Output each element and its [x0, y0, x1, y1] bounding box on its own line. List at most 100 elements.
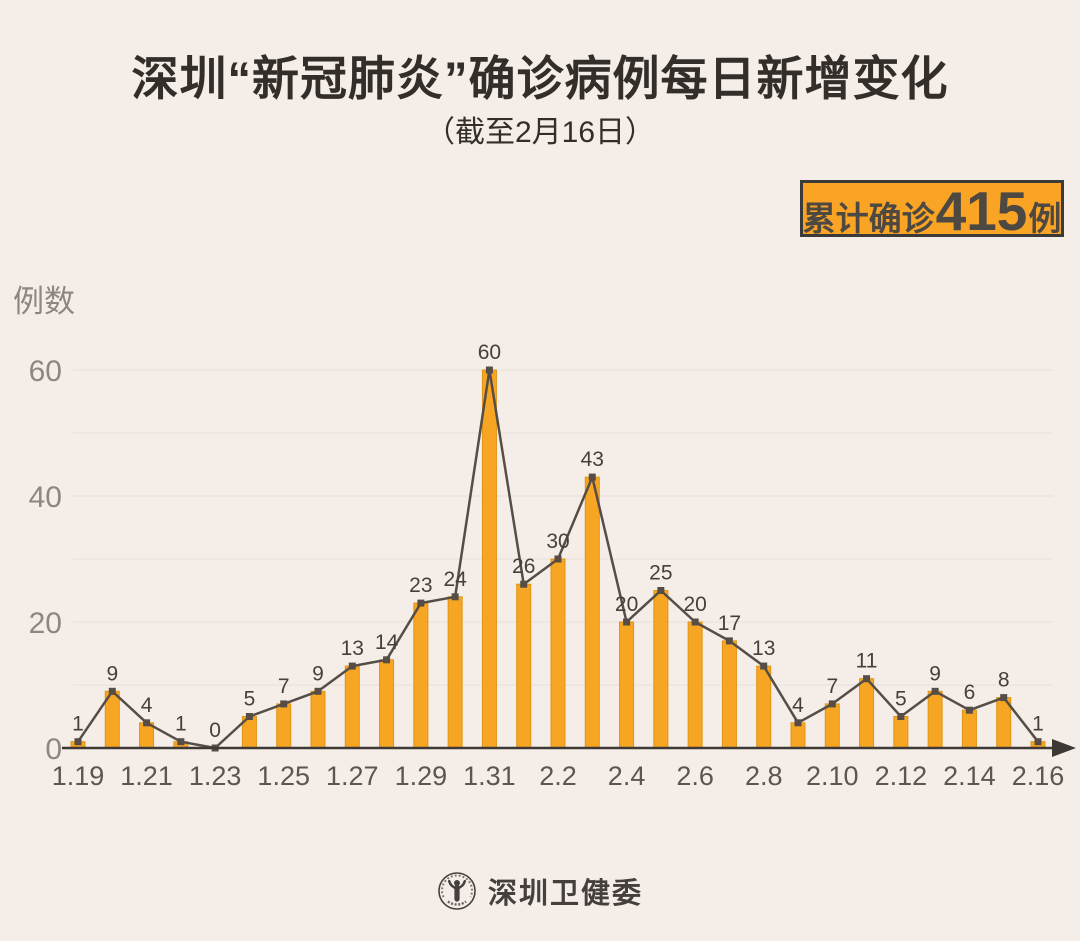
- value-label: 5: [895, 688, 907, 711]
- x-tick-label: 1.25: [257, 761, 310, 791]
- data-point-marker: [1000, 694, 1008, 702]
- bar: [687, 621, 703, 749]
- x-tick-label: 2.8: [745, 761, 783, 791]
- y-tick-label: 0: [45, 733, 62, 766]
- bar: [756, 665, 772, 749]
- value-label: 7: [826, 675, 838, 698]
- badge-total-number: 415: [935, 180, 1028, 242]
- bar: [653, 590, 669, 749]
- data-point-marker: [588, 473, 596, 481]
- footer: 深圳卫健委: [0, 870, 1080, 912]
- bar: [310, 690, 326, 749]
- x-tick-label: 1.27: [326, 761, 379, 791]
- x-tick-label: 2.16: [1012, 761, 1065, 791]
- value-label: 5: [244, 688, 256, 711]
- bar: [721, 640, 737, 749]
- x-tick-label: 1.21: [120, 761, 173, 791]
- value-label: 20: [683, 593, 706, 616]
- data-point-marker: [725, 637, 733, 645]
- value-label: 20: [615, 593, 638, 616]
- page-subtitle: （截至2月16日）: [424, 116, 656, 149]
- data-point-marker: [383, 656, 391, 664]
- data-point-marker: [280, 700, 288, 708]
- data-point-marker: [314, 687, 322, 695]
- bar: [550, 558, 566, 749]
- bar: [893, 716, 909, 749]
- bar: [379, 659, 395, 749]
- footer-org-name: 深圳卫健委: [487, 878, 643, 910]
- x-tick-label: 2.12: [875, 761, 928, 791]
- bar: [859, 678, 875, 749]
- value-label: 0: [209, 719, 221, 742]
- value-label: 25: [649, 562, 672, 585]
- value-label: 9: [312, 662, 324, 685]
- x-tick-label: 1.29: [395, 761, 448, 791]
- data-point-marker: [348, 662, 356, 670]
- data-point-marker: [554, 555, 562, 563]
- data-point-marker: [108, 687, 116, 695]
- bar: [413, 602, 429, 749]
- data-point-marker: [177, 738, 185, 746]
- page-title: 深圳“新冠肺炎”确诊病例每日新增变化: [131, 52, 949, 105]
- bar: [481, 369, 497, 749]
- data-point-marker: [760, 662, 768, 670]
- value-label: 6: [964, 681, 976, 704]
- data-point-marker: [1034, 738, 1042, 746]
- x-tick-label: 2.2: [539, 761, 577, 791]
- value-label: 60: [478, 341, 501, 364]
- value-label: 9: [106, 662, 118, 685]
- bar: [584, 476, 600, 749]
- value-label: 4: [141, 694, 153, 717]
- x-tick-label: 2.4: [608, 761, 646, 791]
- x-tick-label: 2.10: [806, 761, 859, 791]
- value-label: 1: [1032, 713, 1044, 736]
- value-label: 26: [512, 555, 535, 578]
- x-tick-label: 1.19: [52, 761, 105, 791]
- value-label: 30: [546, 530, 569, 553]
- data-point-marker: [143, 719, 151, 727]
- badge-prefix-label: 累计确诊: [802, 200, 935, 237]
- x-tick-label: 1.23: [189, 761, 242, 791]
- badge-suffix-label: 例: [1028, 200, 1062, 237]
- data-point-marker: [657, 587, 665, 594]
- value-label: 14: [375, 631, 399, 654]
- bar: [447, 596, 463, 749]
- x-axis-arrow: [1052, 739, 1076, 757]
- data-point-marker: [74, 738, 82, 746]
- value-label: 9: [929, 662, 941, 685]
- bar: [961, 709, 977, 749]
- data-point-marker: [691, 618, 699, 626]
- x-tick-label: 2.14: [943, 761, 996, 791]
- bar: [790, 722, 806, 749]
- data-point-marker: [485, 366, 493, 374]
- data-point-marker: [965, 706, 973, 714]
- x-tick-label: 2.6: [676, 761, 714, 791]
- data-point-marker: [451, 593, 459, 601]
- x-tick-label: 1.31: [463, 761, 516, 791]
- value-label: 43: [581, 448, 604, 471]
- value-label: 13: [752, 637, 775, 660]
- y-axis-title: 例数: [13, 284, 75, 319]
- bar: [619, 621, 635, 749]
- value-label: 4: [792, 694, 804, 717]
- data-point-marker: [828, 700, 836, 708]
- data-point-marker: [794, 719, 802, 727]
- bar: [516, 583, 532, 749]
- data-point-marker: [520, 580, 528, 588]
- data-point-marker: [245, 713, 253, 720]
- value-label: 13: [341, 637, 364, 660]
- value-label: 1: [175, 713, 187, 736]
- value-label: 8: [998, 669, 1010, 692]
- value-label: 11: [856, 650, 878, 673]
- seal-person-head: [453, 880, 460, 886]
- data-point-marker: [897, 713, 905, 720]
- bar: [276, 703, 292, 749]
- data-point-marker: [931, 687, 939, 695]
- bar: [344, 665, 360, 749]
- data-point-marker: [623, 618, 631, 626]
- data-point-marker: [863, 675, 871, 683]
- y-tick-label: 40: [29, 481, 62, 514]
- value-label: 1: [72, 713, 84, 736]
- value-label: 23: [409, 574, 432, 597]
